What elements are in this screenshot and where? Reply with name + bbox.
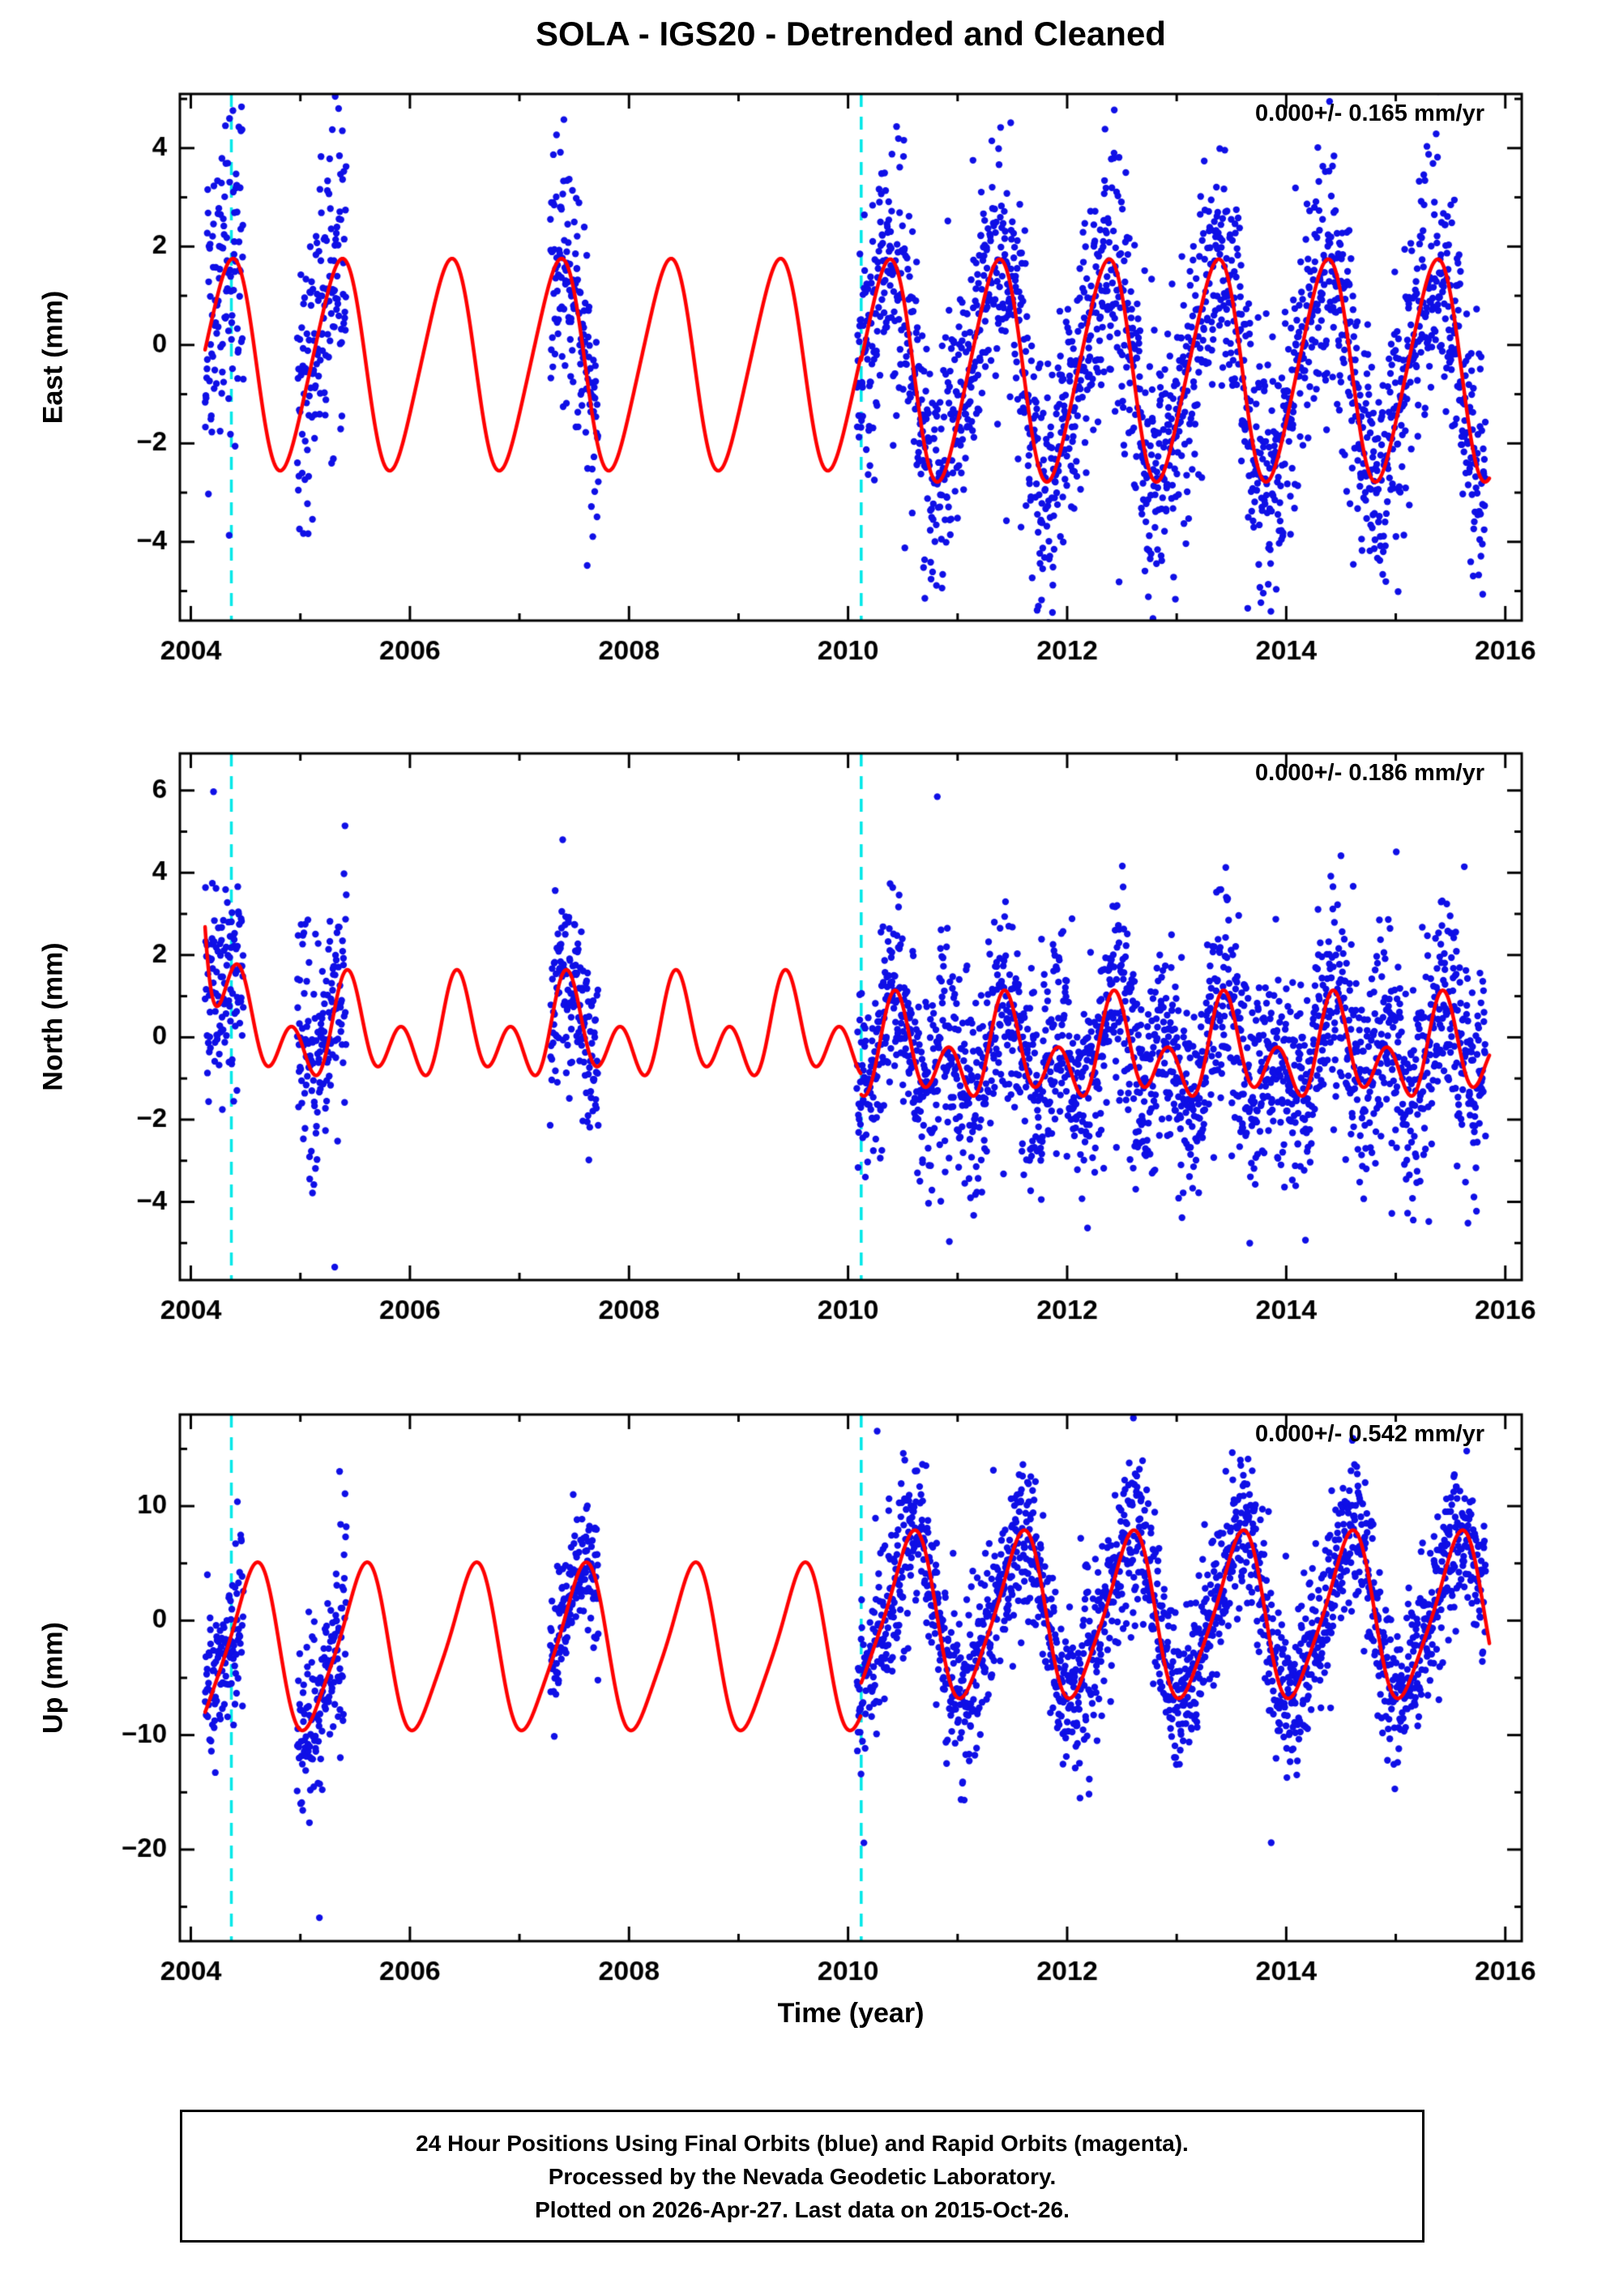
- caption-line-3: Plotted on 2026-Apr-27. Last data on 201…: [535, 2197, 1070, 2222]
- north-rate-annotation: 0.000+/- 0.186 mm/yr: [1255, 760, 1484, 786]
- caption-line-2: Processed by the Nevada Geodetic Laborat…: [548, 2164, 1057, 2189]
- page-title: SOLA - IGS20 - Detrended and Cleaned: [536, 15, 1166, 53]
- up-rate-annotation: 0.000+/- 0.542 mm/yr: [1255, 1421, 1484, 1447]
- up-axis-label: Up (mm): [37, 1622, 69, 1734]
- x-axis-label: Time (year): [777, 1998, 925, 2029]
- caption-box: 24 Hour Positions Using Final Orbits (bl…: [180, 2110, 1424, 2243]
- east-rate-annotation: 0.000+/- 0.165 mm/yr: [1255, 100, 1484, 126]
- caption-line-1: 24 Hour Positions Using Final Orbits (bl…: [416, 2131, 1189, 2156]
- east-axis-label: East (mm): [37, 290, 69, 425]
- north-axis-label: North (mm): [37, 942, 69, 1091]
